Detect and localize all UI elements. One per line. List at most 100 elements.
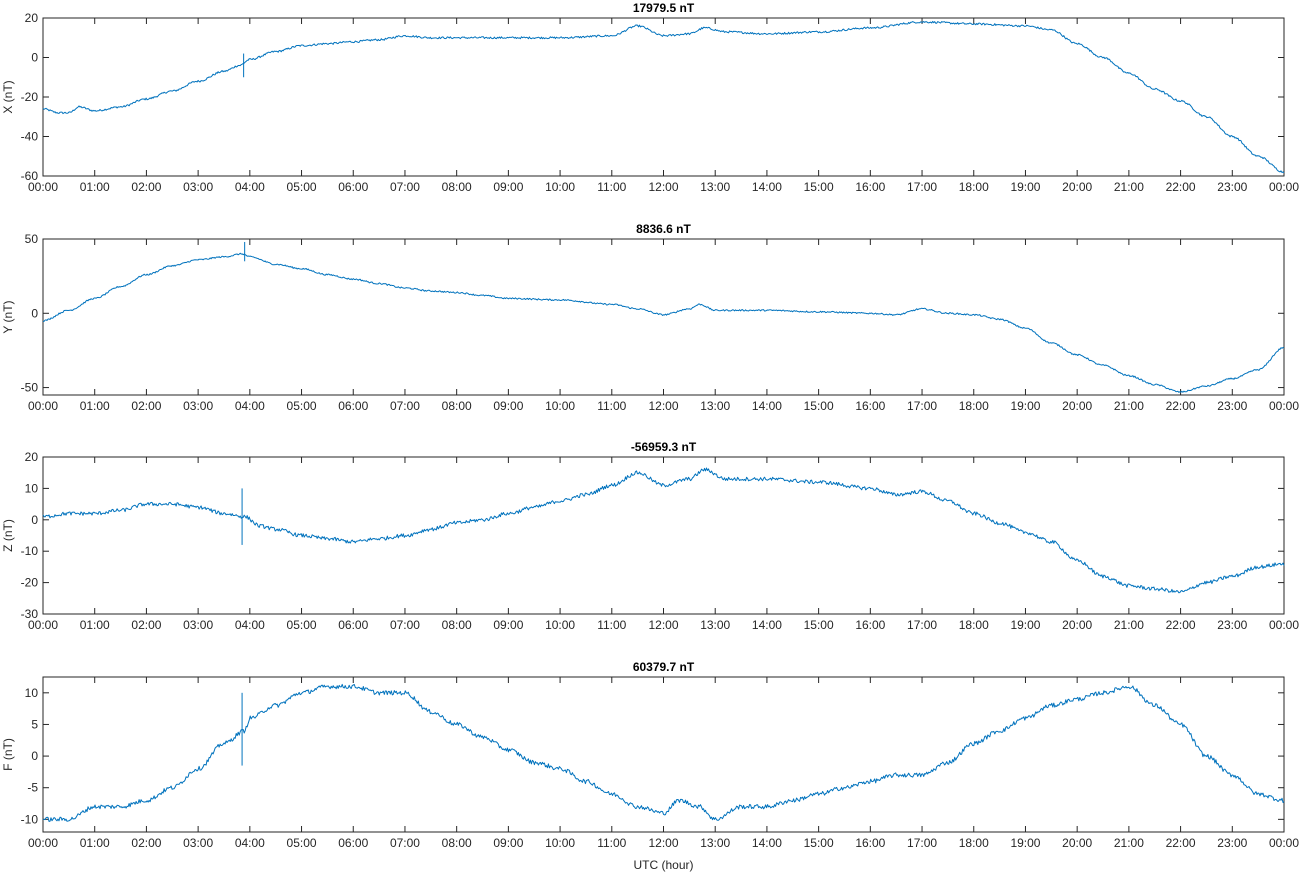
x-tick-label: 22:00 [1166, 399, 1196, 413]
x-tick-label: 20:00 [1062, 836, 1092, 850]
x-tick-label: 00:00 [28, 180, 58, 194]
x-tick-label: 08:00 [442, 180, 472, 194]
y-tick-label: -20 [21, 90, 39, 104]
x-tick-label: 19:00 [1010, 399, 1040, 413]
x-tick-label: 02:00 [131, 180, 161, 194]
x-tick-label: 10:00 [545, 399, 575, 413]
x-tick-label: 05:00 [287, 836, 317, 850]
x-tick-label: 21:00 [1114, 618, 1144, 632]
x-tick-label: 00:00 [1269, 618, 1299, 632]
x-tick-label: 09:00 [493, 180, 523, 194]
x-tick-label: 18:00 [959, 618, 989, 632]
x-tick-label: 10:00 [545, 180, 575, 194]
x-tick-label: 01:00 [80, 180, 110, 194]
y-tick-label: 0 [31, 306, 38, 320]
x-tick-label: 15:00 [804, 399, 834, 413]
x-tick-label: 12:00 [648, 836, 678, 850]
x-tick-label: 20:00 [1062, 180, 1092, 194]
x-tick-label: 06:00 [338, 618, 368, 632]
x-tick-label: 22:00 [1166, 836, 1196, 850]
x-tick-label: 06:00 [338, 836, 368, 850]
series-line [42, 20, 1285, 174]
x-tick-label: 04:00 [235, 180, 265, 194]
axes-box [42, 456, 1285, 615]
x-tick-label: 16:00 [855, 399, 885, 413]
x-tick-label: 07:00 [390, 180, 420, 194]
subplot-title: 60379.7 nT [633, 660, 695, 674]
x-tick-label: 15:00 [804, 180, 834, 194]
x-tick-label: 17:00 [907, 618, 937, 632]
x-tick-label: 11:00 [597, 618, 626, 632]
x-tick-label: 16:00 [855, 836, 885, 850]
subplot-1: 00:00 01:00 02:00 03:00 04:00 05:00 06:00 07:00… [1, 1, 1299, 194]
x-tick-label: 08:00 [442, 399, 472, 413]
x-tick-label: 13:00 [700, 836, 730, 850]
x-tick-label: 10:00 [545, 618, 575, 632]
x-tick-label: 14:00 [752, 399, 782, 413]
x-tick-label: 01:00 [80, 836, 110, 850]
y-tick-label: -50 [21, 381, 39, 395]
y-tick-label: 20 [25, 450, 39, 464]
x-tick-label: 05:00 [287, 618, 317, 632]
x-tick-label: 13:00 [700, 618, 730, 632]
x-tick-label: 22:00 [1166, 618, 1196, 632]
y-tick-label: 0 [31, 749, 38, 763]
x-tick-label: 15:00 [804, 618, 834, 632]
x-tick-label: 12:00 [648, 618, 678, 632]
x-tick-label: 01:00 [80, 618, 110, 632]
x-tick-label: 20:00 [1062, 399, 1092, 413]
y-tick-label: 10 [25, 686, 39, 700]
x-tick-label: 18:00 [959, 180, 989, 194]
subplot-title: -56959.3 nT [631, 440, 697, 454]
y-tick-label: 0 [31, 51, 38, 65]
y-axis-label: X (nT) [1, 80, 15, 113]
x-tick-label: 18:00 [959, 836, 989, 850]
y-tick-label: -10 [21, 544, 39, 558]
x-tick-label: 06:00 [338, 399, 368, 413]
x-tick-label: 01:00 [80, 399, 110, 413]
x-tick-label: 07:00 [390, 399, 420, 413]
y-axis-label: Y (nT) [1, 300, 15, 333]
x-tick-label: 04:00 [235, 399, 265, 413]
x-tick-label: 07:00 [390, 618, 420, 632]
x-tick-label: 21:00 [1114, 399, 1144, 413]
x-tick-label: 08:00 [442, 836, 472, 850]
x-tick-label: 11:00 [597, 180, 626, 194]
x-tick-label: 09:00 [493, 618, 523, 632]
axes-box [42, 238, 1285, 396]
x-tick-label: 10:00 [545, 836, 575, 850]
y-tick-label: -10 [21, 812, 39, 826]
x-tick-label: 02:00 [131, 836, 161, 850]
x-tick-label: 23:00 [1217, 180, 1247, 194]
x-tick-label: 13:00 [700, 399, 730, 413]
x-tick-label: 04:00 [235, 618, 265, 632]
x-tick-label: 00:00 [28, 836, 58, 850]
x-tick-label: 06:00 [338, 180, 368, 194]
x-tick-label: 15:00 [804, 836, 834, 850]
x-tick-label: 02:00 [131, 399, 161, 413]
x-tick-label: 08:00 [442, 618, 472, 632]
x-tick-label: 12:00 [648, 180, 678, 194]
y-tick-label: 0 [31, 513, 38, 527]
y-tick-label: -40 [21, 130, 39, 144]
y-axis-label: Z (nT) [1, 519, 15, 552]
x-tick-label: 20:00 [1062, 618, 1092, 632]
x-tick-label: 19:00 [1010, 836, 1040, 850]
x-tick-label: 22:00 [1166, 180, 1196, 194]
y-axis-label: F (nT) [1, 738, 15, 771]
x-tick-label: 11:00 [597, 836, 626, 850]
x-tick-label: 00:00 [28, 399, 58, 413]
x-tick-label: 09:00 [493, 836, 523, 850]
x-tick-label: 00:00 [1269, 836, 1299, 850]
x-tick-label: 02:00 [131, 618, 161, 632]
x-tick-label: 03:00 [183, 399, 213, 413]
y-tick-label: -60 [21, 169, 39, 183]
x-tick-label: 04:00 [235, 836, 265, 850]
x-tick-label: 07:00 [390, 836, 420, 850]
y-tick-label: 5 [31, 717, 38, 731]
y-tick-label: -20 [21, 576, 39, 590]
x-tick-label: 16:00 [855, 180, 885, 194]
subplot-2: 00:00 01:00 02:00 03:00 04:00 05:00 06:00 07:00… [1, 222, 1299, 413]
x-tick-label: 19:00 [1010, 618, 1040, 632]
